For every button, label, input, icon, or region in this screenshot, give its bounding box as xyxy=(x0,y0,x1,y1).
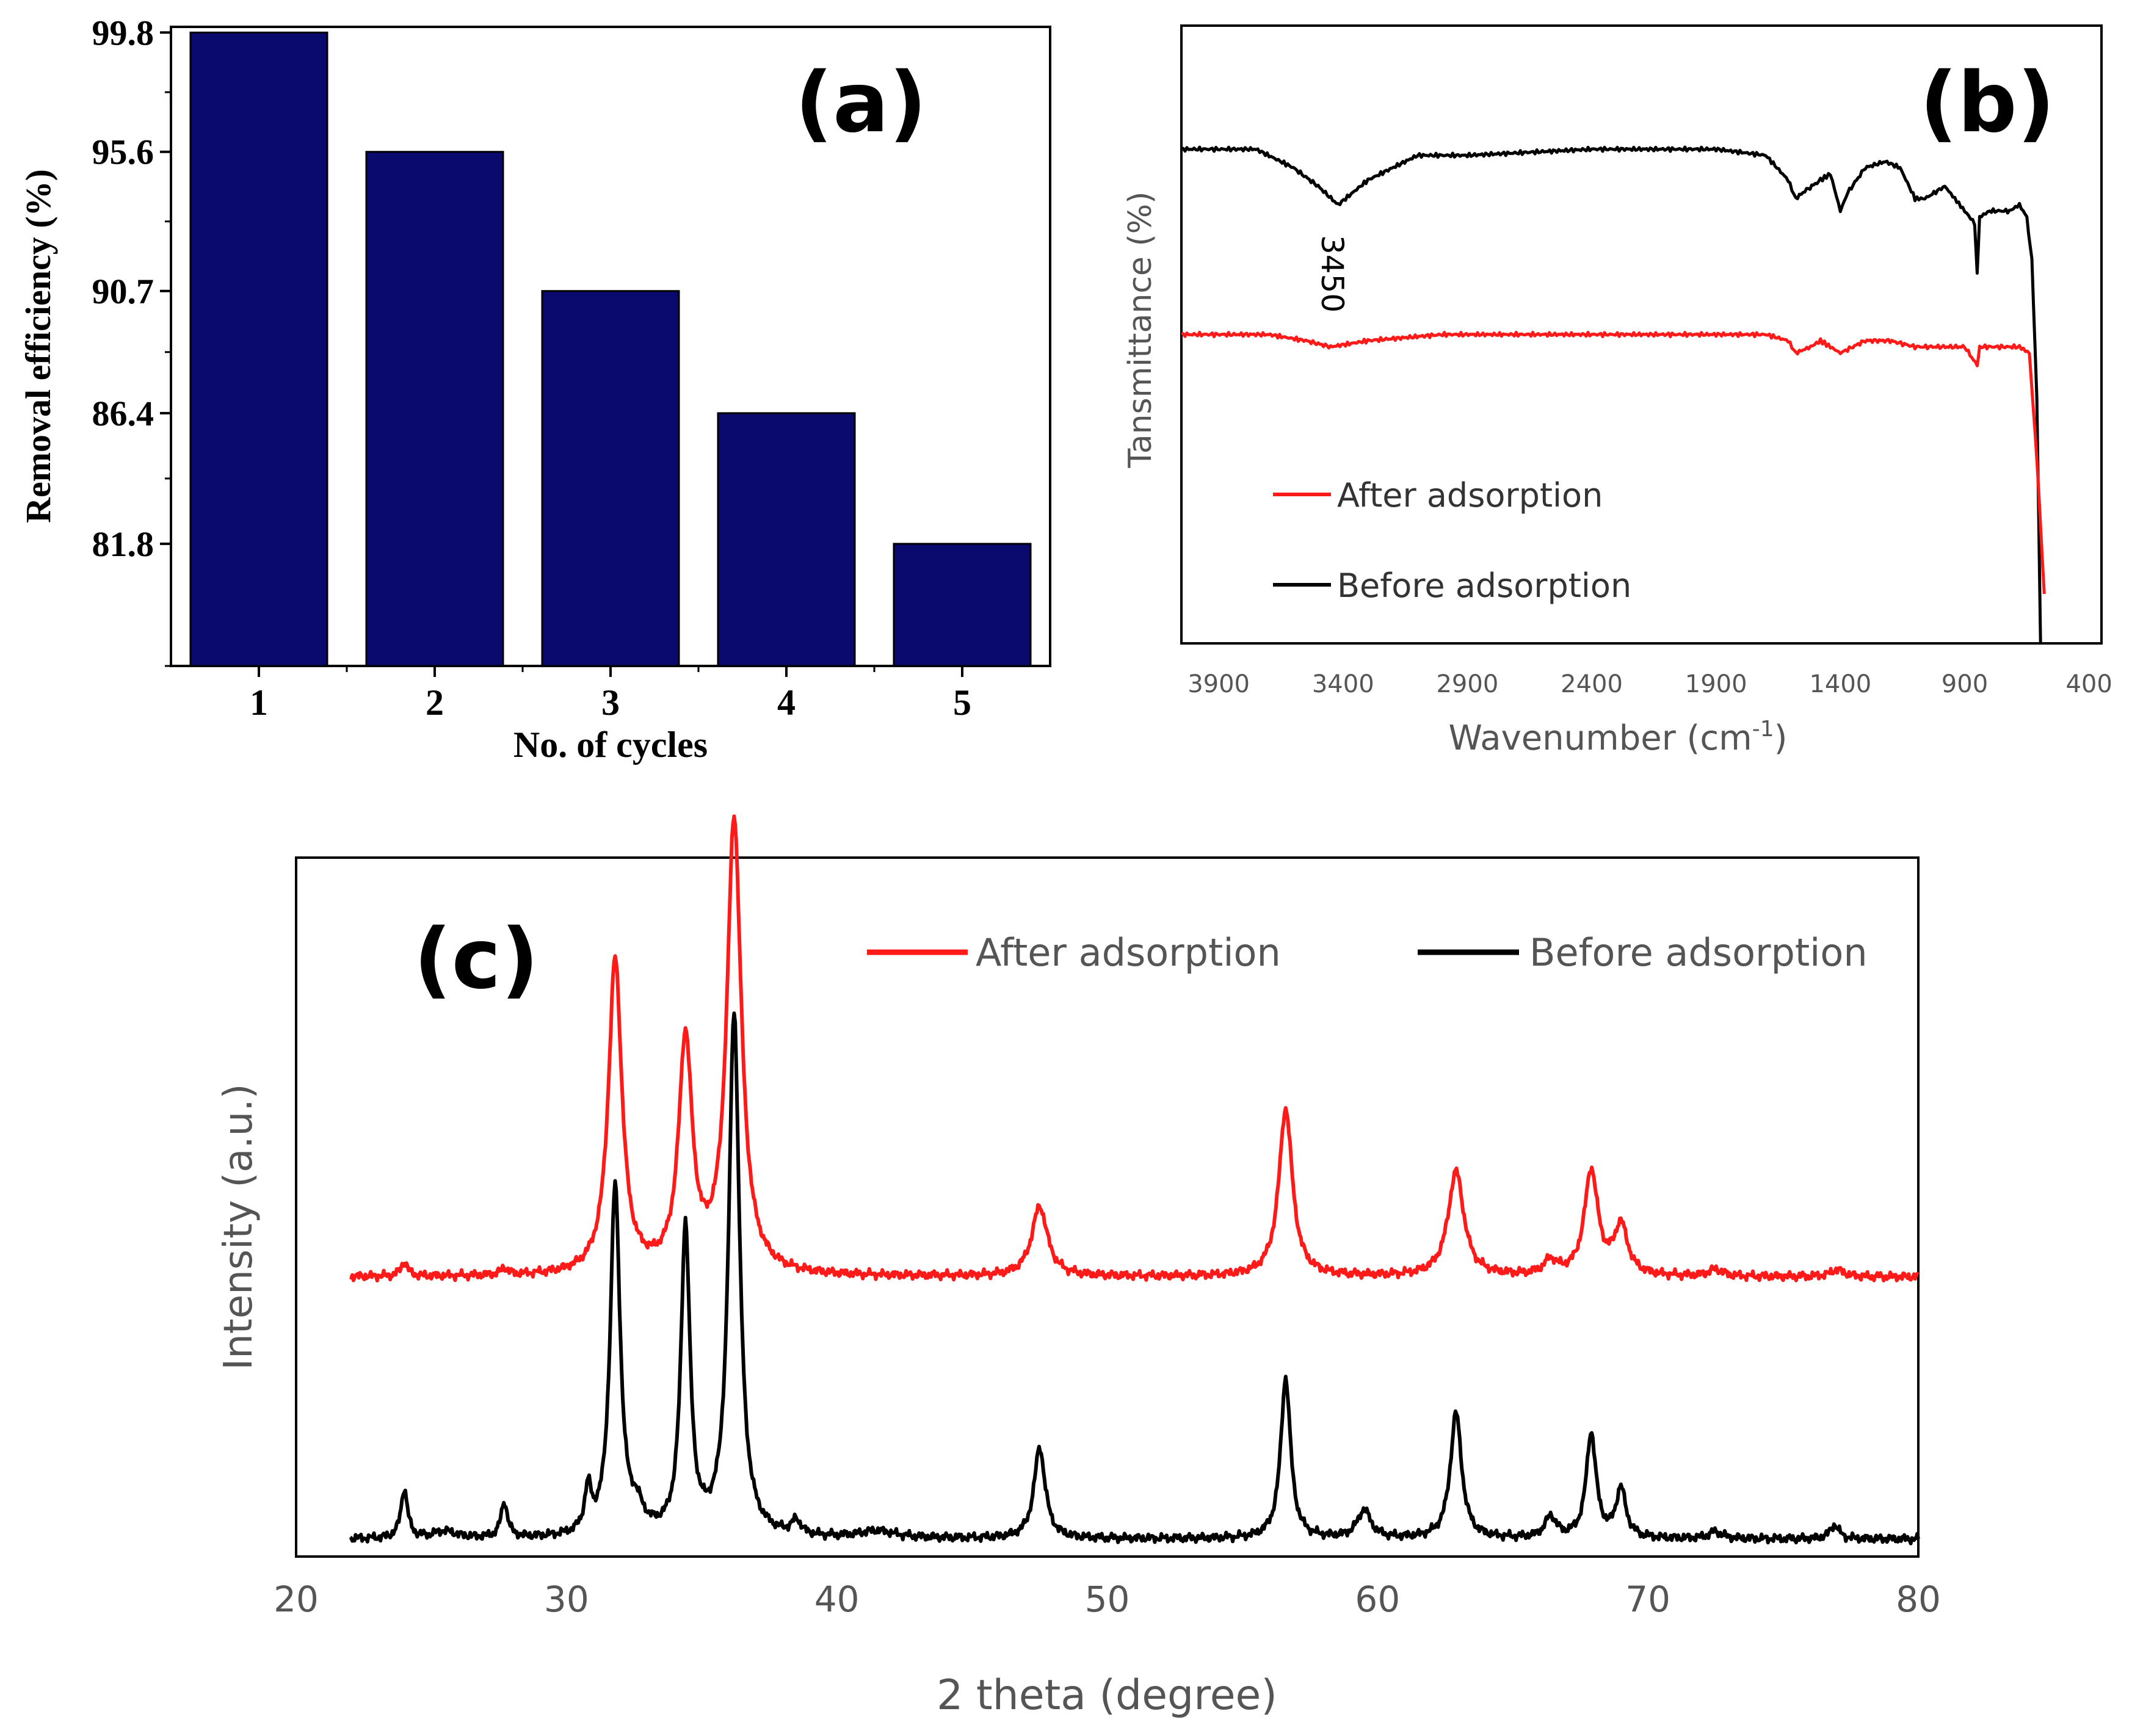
panel-c-legend-before-label: Before adsorption xyxy=(1529,930,1868,975)
panel-a-y-ticks: 99.8 95.6 90.7 86.4 81.8 xyxy=(92,13,171,667)
panel-a-y-axis-title: Removal efficiency (%) xyxy=(18,169,58,523)
panel-c-x-tick-label-70: 70 xyxy=(1625,1579,1670,1620)
panel-c-frame xyxy=(295,856,1920,1558)
panel-c-legend: After adsorption Before adsorption xyxy=(867,930,1868,975)
panel-a-bar-5 xyxy=(893,543,1032,667)
panel-a-bar-chart: 99.8 95.6 90.7 86.4 81.8 1 2 3 4 5 (a) No. of cy… xyxy=(18,13,1051,765)
panel-c-x-tick-label-30: 30 xyxy=(544,1579,589,1620)
panel-a-y-tick-label-86.4: 86.4 xyxy=(92,394,154,433)
panel-b-x-tick-label-1900: 1900 xyxy=(1685,670,1747,698)
panel-b-x-axis-title-sup: -1 xyxy=(1752,717,1774,742)
panel-a-bar-2 xyxy=(365,151,504,667)
panel-b-x-tick-label-900: 900 xyxy=(1942,670,1988,698)
panel-b-series xyxy=(1181,145,2046,644)
panel-a-x-tick-label-5: 5 xyxy=(953,682,971,723)
panel-b-x-tick-label-3900: 3900 xyxy=(1188,670,1250,698)
panel-c-series xyxy=(349,814,1920,1546)
panel-b-x-axis-title-main: Wavenumber (cm xyxy=(1448,718,1752,758)
panel-a-x-tick-label-1: 1 xyxy=(250,682,268,723)
panel-a-x-tick-label-2: 2 xyxy=(426,682,444,723)
panel-c-y-axis-title: Intensity (a.u.) xyxy=(216,1083,261,1370)
panel-a-x-ticks: 1 2 3 4 5 xyxy=(250,666,971,723)
panel-c-legend-after-label: After adsorption xyxy=(976,930,1281,975)
panel-b-annotation-3450: 3450 xyxy=(1314,235,1350,313)
panel-a-bar-3 xyxy=(541,290,680,667)
panel-c-x-tick-label-40: 40 xyxy=(814,1579,860,1620)
panel-a-y-tick-label-90.7: 90.7 xyxy=(92,272,154,311)
panel-b-x-ticks: 3900 3400 2900 2400 1900 1400 900 400 xyxy=(1188,670,2112,698)
panel-b-x-tick-label-2900: 2900 xyxy=(1436,670,1498,698)
panel-c-x-ticks: 20 30 40 50 60 70 80 xyxy=(274,1579,1941,1620)
panel-c-label: (c) xyxy=(414,911,539,1008)
panel-b-series-before-adsorption xyxy=(1181,145,2042,644)
panel-c-series-after-adsorption xyxy=(349,814,1920,1282)
panel-b-legend: After adsorption Before adsorption xyxy=(1273,476,1631,605)
panel-b-x-tick-label-2400: 2400 xyxy=(1561,670,1623,698)
panel-a-x-axis-title: No. of cycles xyxy=(513,725,708,765)
panel-a-y-tick-label-81.8: 81.8 xyxy=(92,524,154,564)
panel-c-xrd-chart: 20 30 40 50 60 70 80 (c) Intensity (a.u.) 2 th… xyxy=(216,814,1941,1720)
panel-b-label: (b) xyxy=(1920,55,2055,151)
panel-a-label: (a) xyxy=(795,55,927,151)
panel-b-x-tick-label-400: 400 xyxy=(2065,670,2112,698)
panel-b-y-axis-title: Tansmittance (%) xyxy=(1122,192,1159,469)
panel-b-x-axis-title-end: ) xyxy=(1774,718,1788,758)
panel-a-bar-1 xyxy=(189,31,328,667)
panel-b-x-tick-label-1400: 1400 xyxy=(1809,670,1871,698)
panel-c-x-tick-label-50: 50 xyxy=(1085,1579,1130,1620)
panel-a-x-tick-label-3: 3 xyxy=(601,682,620,723)
panel-a-x-tick-label-4: 4 xyxy=(777,682,796,723)
panel-a-y-tick-label-99.8: 99.8 xyxy=(92,13,154,52)
panel-b-ftir-chart: 3900 3400 2900 2400 1900 1400 900 400 (b) 3450 … xyxy=(1122,24,2112,758)
panel-c-x-tick-label-20: 20 xyxy=(274,1579,319,1620)
panel-c-series-before-adsorption xyxy=(349,1011,1920,1546)
panel-b-x-axis-title: Wavenumber (cm-1) xyxy=(1448,717,1787,758)
panel-c-x-tick-label-80: 80 xyxy=(1896,1579,1941,1620)
panel-b-legend-before-label: Before adsorption xyxy=(1337,566,1631,605)
panel-c-x-axis-title: 2 theta (degree) xyxy=(937,1671,1277,1720)
panel-c-x-tick-label-60: 60 xyxy=(1355,1579,1400,1620)
panel-b-series-after-adsorption xyxy=(1181,330,2046,595)
panel-b-x-tick-label-3400: 3400 xyxy=(1312,670,1374,698)
panel-a-y-tick-label-95.6: 95.6 xyxy=(92,132,154,172)
panel-a-bar-4 xyxy=(717,412,856,667)
panel-b-legend-after-label: After adsorption xyxy=(1337,476,1603,515)
